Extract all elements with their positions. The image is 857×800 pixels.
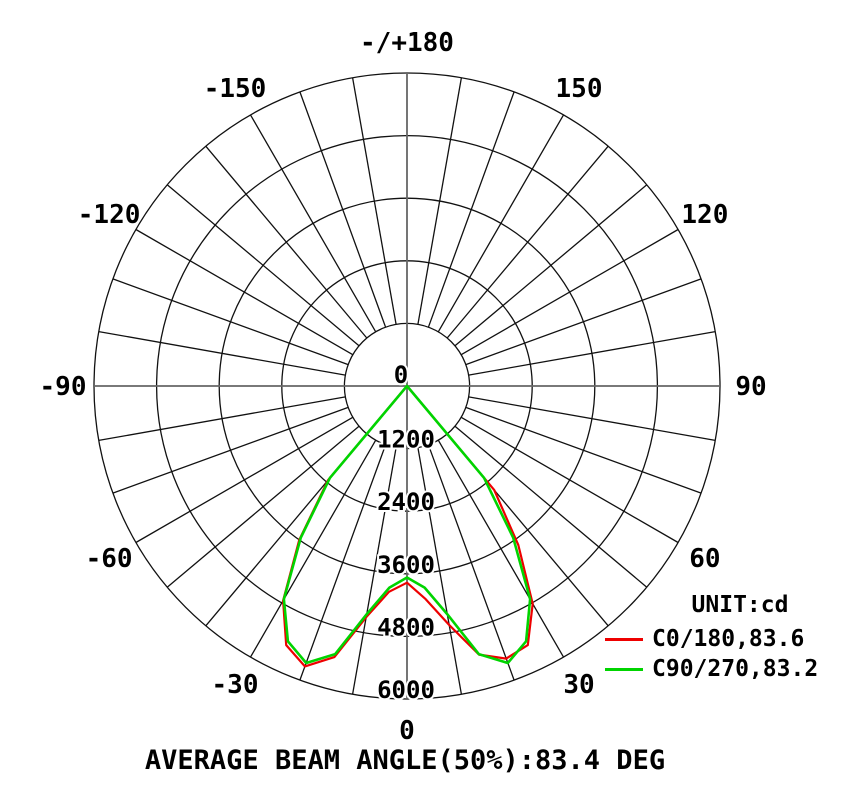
radial-tick-labels: 0 1200 2400 3600 4800 6000 — [375, 359, 437, 706]
radial-tick-label-4800: 4800 — [377, 613, 435, 641]
angle-label--120: -120 — [78, 200, 141, 230]
grid-radial-line — [465, 278, 702, 366]
angle-label--30: -30 — [212, 670, 259, 700]
grid-radial-line — [437, 114, 565, 333]
curve-c90-270 — [282, 384, 532, 665]
grid-radial-line — [98, 330, 346, 376]
radial-tick-label-6000: 6000 — [377, 676, 435, 704]
beam-angle-caption: AVERAGE BEAM ANGLE(50%):83.4 DEG — [144, 745, 666, 776]
angle-label-0: 0 — [399, 716, 415, 746]
grid-radial-line — [112, 406, 349, 494]
grid-radial-line — [249, 114, 377, 333]
angle-label--180: -/+180 — [360, 28, 454, 58]
angle-label--90: -90 — [40, 372, 87, 402]
angle-label-150: 150 — [556, 74, 603, 104]
grid-radial-line — [98, 396, 346, 442]
grid-radial-line — [427, 444, 515, 681]
angle-label-60: 60 — [689, 544, 720, 574]
grid-radial-line — [417, 77, 463, 325]
angle-label-90: 90 — [735, 372, 766, 402]
grid-radial-line — [299, 91, 387, 328]
grid-radial-line — [299, 444, 387, 681]
grid-radial-line — [166, 425, 360, 588]
angle-labels: -/+180 -150 -120 -90 -60 -30 0 30 60 90 120 150 — [40, 28, 767, 746]
grid-radial-line — [468, 396, 716, 442]
grid-radial-line — [468, 330, 716, 376]
angle-label--60: -60 — [86, 544, 133, 574]
grid-radial-line — [417, 447, 463, 695]
grid-radial-line — [454, 184, 648, 347]
grid-radial-line — [135, 228, 354, 356]
angle-label-120: 120 — [681, 200, 728, 230]
grid-radial-line — [351, 77, 397, 325]
grid-radial-line — [460, 416, 679, 544]
angle-label-30: 30 — [563, 670, 594, 700]
grid-radial-line — [135, 416, 354, 544]
grid-radial-line — [454, 425, 648, 588]
grid-radial-line — [437, 439, 565, 658]
curves — [282, 384, 534, 668]
grid-radial-line — [166, 184, 360, 347]
radial-tick-label-2400: 2400 — [377, 488, 435, 516]
grid-radial-line — [351, 447, 397, 695]
grid-radial-line — [112, 278, 349, 366]
grid-radial-line — [205, 145, 368, 339]
radial-tick-label-3600: 3600 — [377, 551, 435, 579]
radial-tick-label-1200: 1200 — [377, 426, 435, 454]
grid-radial-line — [427, 91, 515, 328]
angle-label--150: -150 — [204, 74, 267, 104]
radial-tick-label-0: 0 — [394, 361, 408, 389]
grid-radial-line — [446, 145, 609, 339]
grid-radial-line — [249, 439, 377, 658]
grid-radial-line — [465, 406, 702, 494]
grid-radial-line — [460, 228, 679, 356]
